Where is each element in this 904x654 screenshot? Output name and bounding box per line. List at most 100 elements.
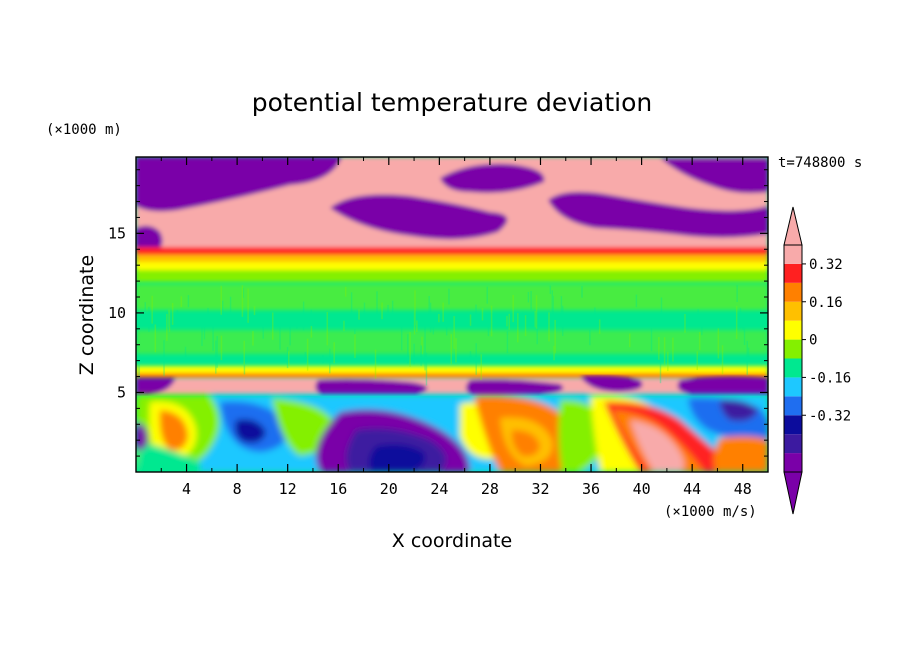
streak-mark: [221, 300, 224, 322]
streak-mark: [553, 345, 555, 361]
streak-mark: [400, 323, 403, 351]
streak-mark: [381, 302, 383, 320]
streak-mark: [271, 312, 274, 340]
x-unit-label: (×1000 m/s): [664, 504, 757, 520]
x-tick-label: 36: [582, 480, 600, 498]
streak-mark: [212, 316, 214, 351]
streak-mark: [424, 323, 426, 357]
streak-mark: [480, 354, 482, 381]
colorbar-label: -0.32: [809, 408, 851, 424]
streak-mark: [310, 309, 313, 327]
streak-mark: [445, 324, 448, 336]
streak-mark: [721, 345, 724, 375]
purple-cloud: [440, 163, 545, 193]
colorbar: 0.32 0.16 0 -0.16 -0.32: [783, 206, 851, 515]
streak-mark: [243, 340, 245, 365]
colorbar-swatch: [784, 320, 802, 340]
y-tick-label: 10: [108, 304, 126, 322]
streak-mark: [416, 323, 418, 332]
streak-mark: [243, 353, 246, 375]
streak-mark: [739, 307, 742, 329]
streak-mark: [490, 305, 493, 337]
streak-mark: [643, 313, 645, 325]
streak-mark: [420, 345, 422, 366]
streak-mark: [517, 313, 519, 343]
colorbar-swatch: [784, 282, 802, 302]
streak-mark: [589, 329, 591, 346]
streak-mark: [598, 319, 601, 334]
streak-mark: [413, 311, 416, 335]
streak-mark: [432, 315, 435, 335]
streak-mark: [594, 307, 596, 317]
streak-mark: [717, 328, 720, 359]
middle-layer: [136, 284, 768, 379]
streak-mark: [163, 340, 165, 376]
purple-cloud: [660, 158, 768, 194]
streak-mark: [350, 292, 353, 320]
colorbar-swatch: [784, 377, 802, 397]
streak-mark: [475, 304, 477, 323]
plot-area: [136, 157, 768, 472]
streak-mark: [363, 302, 366, 318]
colorbar-swatch: [784, 301, 802, 321]
streak-mark: [184, 346, 187, 357]
streak-mark: [176, 309, 179, 325]
x-tick-label: 44: [683, 480, 701, 498]
boundary-layer: [136, 395, 768, 472]
streak-mark: [742, 321, 744, 330]
streak-mark: [302, 301, 305, 331]
upper-layer: [136, 157, 768, 282]
streak-mark: [736, 285, 738, 302]
streak-mark: [747, 347, 750, 362]
streak-mark: [560, 296, 563, 320]
streak-mark: [551, 290, 554, 313]
streak-mark: [287, 351, 290, 367]
streak-mark: [329, 348, 331, 374]
streak-mark: [425, 352, 428, 386]
streak-mark: [391, 300, 394, 320]
streak-mark: [475, 343, 477, 375]
streak-mark: [262, 321, 264, 339]
streak-mark: [354, 329, 356, 340]
streak-mark: [168, 310, 171, 332]
streak-mark: [354, 334, 356, 358]
x-tick-label: 20: [380, 480, 398, 498]
colorbar-label: 0.16: [809, 295, 843, 311]
streak-mark: [650, 327, 653, 352]
streak-mark: [166, 313, 168, 341]
streak-mark: [138, 353, 140, 379]
streak-mark: [286, 346, 289, 369]
streak-mark: [180, 296, 183, 307]
streak-mark: [552, 295, 554, 323]
x-tick-label: 48: [734, 480, 752, 498]
streak-mark: [448, 288, 450, 305]
streak-mark: [548, 312, 550, 342]
streak-mark: [421, 336, 423, 355]
streak-mark: [581, 286, 583, 298]
streak-mark: [168, 309, 170, 328]
streak-mark: [450, 334, 453, 365]
x-tick-label: 32: [531, 480, 549, 498]
colorbar-swatch: [784, 396, 802, 416]
streak-mark: [521, 311, 524, 323]
streak-mark: [455, 338, 457, 363]
purple-cloud: [136, 157, 342, 212]
streak-mark: [216, 335, 218, 368]
streak-mark: [207, 307, 209, 319]
streak-mark: [187, 295, 190, 308]
streak-mark: [252, 331, 254, 346]
streak-mark: [148, 306, 150, 332]
streak-mark: [203, 319, 206, 340]
streak-mark: [429, 302, 432, 333]
colorbar-label: 0: [809, 333, 817, 349]
streak-mark: [136, 319, 138, 340]
streak-mark: [486, 286, 488, 304]
streak-mark: [743, 327, 746, 345]
streak-mark: [409, 331, 411, 367]
streak-mark: [201, 316, 203, 346]
streak-mark: [144, 302, 146, 314]
colorbar-swatch: [784, 358, 802, 378]
x-tick-label: 24: [430, 480, 448, 498]
x-tick-label: 28: [481, 480, 499, 498]
